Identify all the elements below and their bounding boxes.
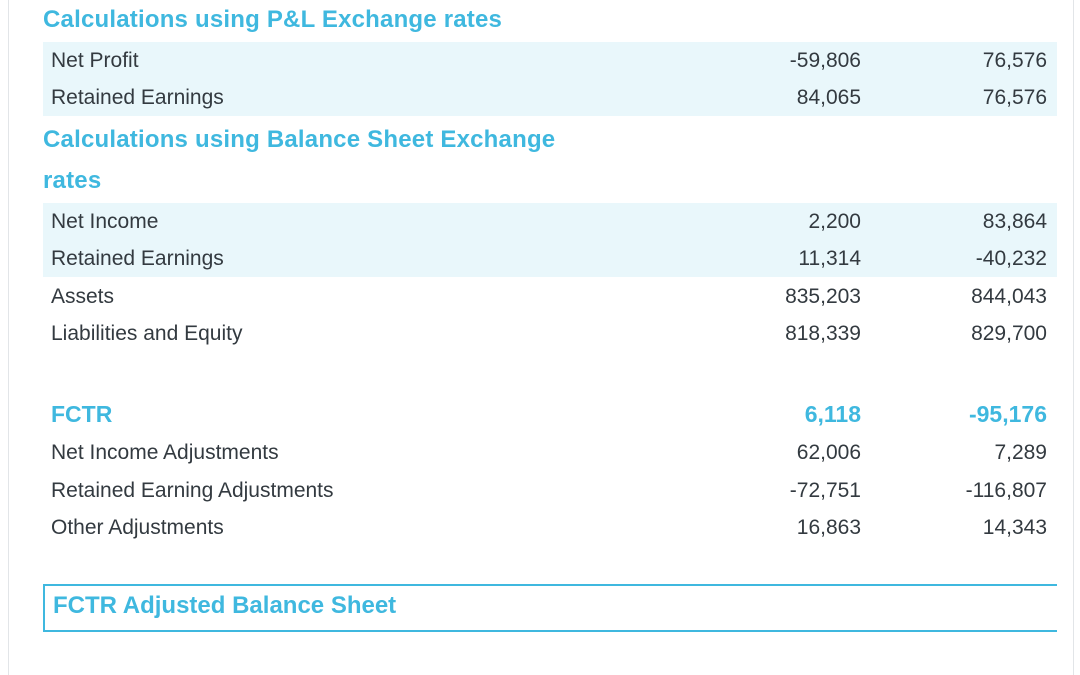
row-value-col1: 2,200	[808, 210, 861, 233]
pl-section-band	[43, 42, 1057, 116]
row-label: Net Income Adjustments	[51, 441, 279, 464]
fctr-value-col2: -95,176	[968, 401, 1047, 427]
table-row: Retained Earning Adjustments -72,751 -11…	[43, 472, 1057, 509]
table-row: Retained Earnings 84,065 76,576	[43, 79, 1057, 116]
table-row: Net Income Adjustments 62,006 7,289	[43, 434, 1057, 471]
row-value-col2: 76,576	[982, 49, 1047, 72]
bs-section-title-line2: rates	[43, 167, 102, 194]
table-row: Assets 835,203 844,043	[43, 278, 1057, 315]
row-value-col1: 84,065	[796, 86, 861, 109]
bs-section-title-line1: Calculations using Balance Sheet Exchang…	[43, 126, 556, 153]
row-value-col1: 11,314	[798, 247, 861, 270]
fctr-header-row: FCTR 6,118 -95,176	[43, 396, 1057, 433]
row-value-col2: 7,289	[994, 441, 1047, 464]
row-value-col1: -72,751	[789, 479, 861, 502]
row-value-col2: 14,343	[982, 516, 1047, 539]
table-row: Other Adjustments 16,863 14,343	[43, 509, 1057, 546]
row-label: Net Profit	[51, 49, 139, 72]
row-label: Net Income	[51, 210, 159, 233]
row-value-col1: 835,203	[785, 285, 861, 308]
fctr-label: FCTR	[51, 401, 113, 427]
row-label: Other Adjustments	[51, 516, 224, 539]
row-value-col2: 829,700	[971, 322, 1047, 345]
fctr-value-col1: 6,118	[804, 401, 861, 427]
pl-section-title: Calculations using P&L Exchange rates	[43, 6, 503, 33]
row-value-col2: -116,807	[965, 479, 1047, 502]
row-label: Retained Earning Adjustments	[51, 479, 334, 502]
table-row: Liabilities and Equity 818,339 829,700	[43, 315, 1057, 352]
row-value-col2: 844,043	[971, 285, 1047, 308]
adjusted-section-title: FCTR Adjusted Balance Sheet	[53, 592, 397, 619]
row-value-col1: 818,339	[785, 322, 861, 345]
row-label: Assets	[51, 285, 115, 308]
table-row: Retained Earnings 11,314 -40,232	[43, 240, 1057, 277]
table-row: Net Income 2,200 83,864	[43, 203, 1057, 240]
row-value-col1: 16,863	[796, 516, 861, 539]
row-value-col2: 76,576	[982, 86, 1047, 109]
adjusted-balance-sheet-header: FCTR Adjusted Balance Sheet	[43, 584, 1057, 632]
row-label: Retained Earnings	[51, 247, 224, 270]
table-row: Net Profit -59,806 76,576	[43, 42, 1057, 79]
row-value-col1: -59,806	[789, 49, 861, 72]
report-sheet: Calculations using P&L Exchange rates Ne…	[8, 0, 1074, 675]
row-value-col2: 83,864	[982, 210, 1047, 233]
row-label: Retained Earnings	[51, 86, 224, 109]
row-value-col1: 62,006	[796, 441, 861, 464]
bs-section-band	[43, 203, 1057, 277]
row-label: Liabilities and Equity	[51, 322, 243, 345]
row-value-col2: -40,232	[975, 247, 1047, 270]
